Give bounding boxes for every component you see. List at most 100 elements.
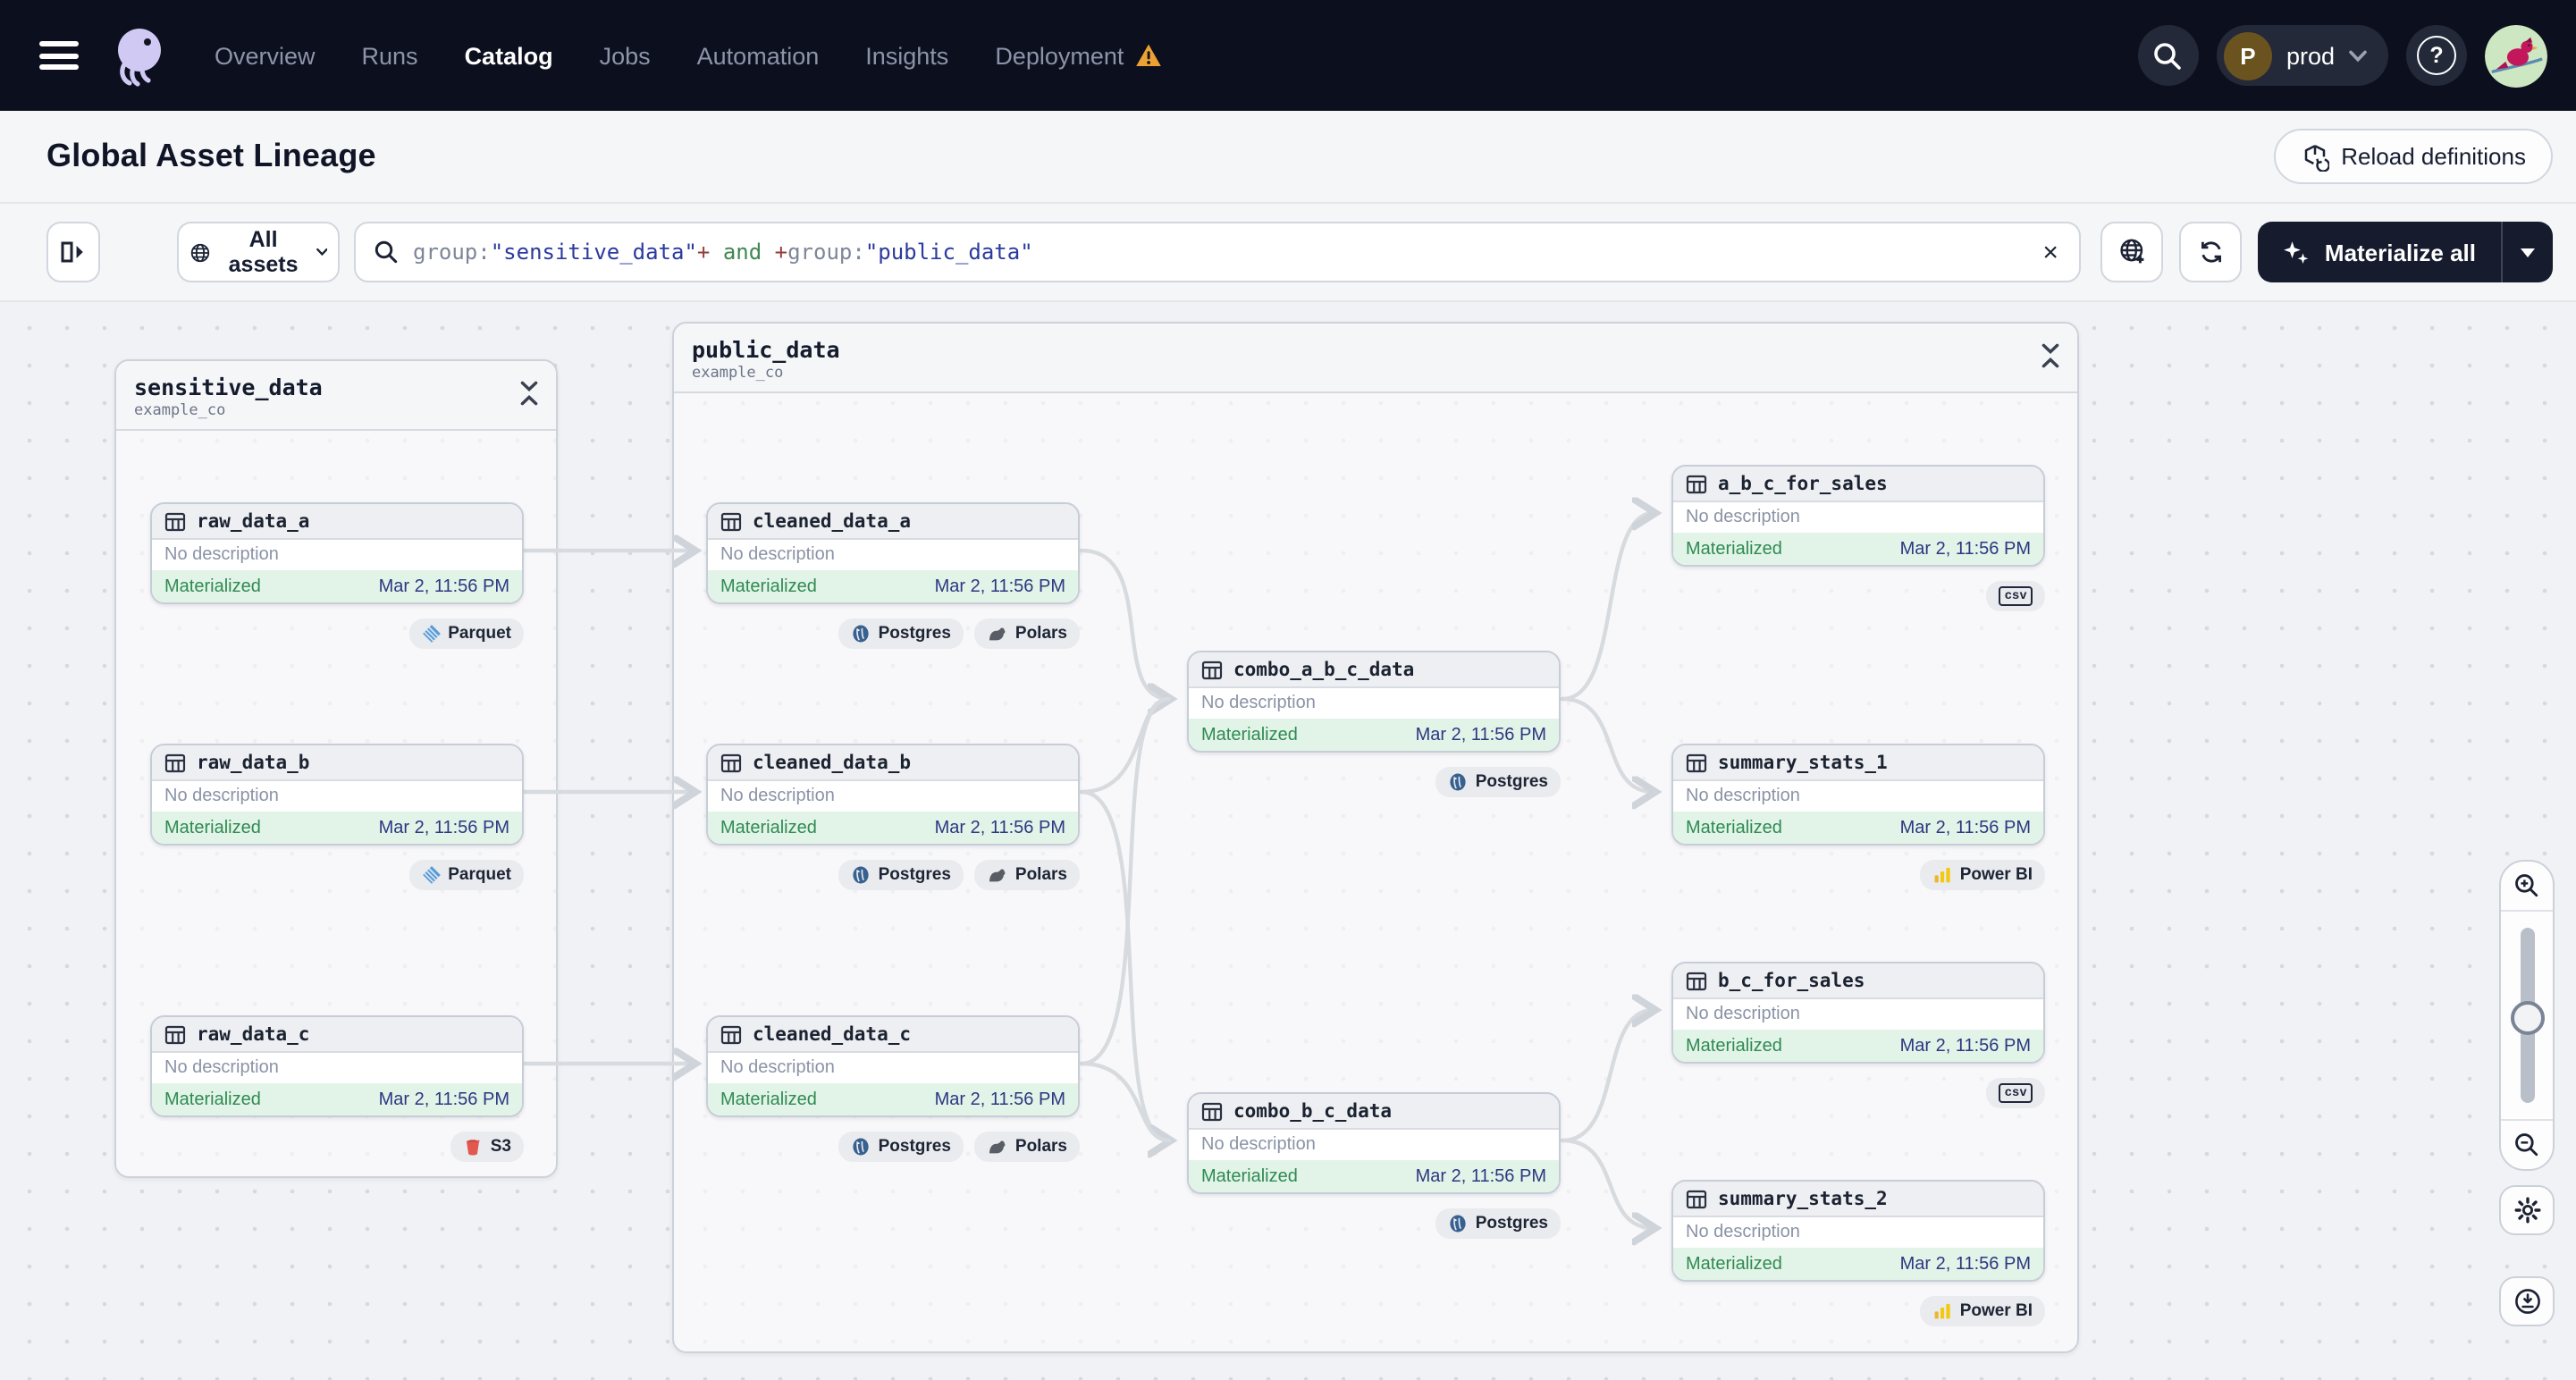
asset-node[interactable]: cleaned_data_c No description Materializ… xyxy=(706,1015,1080,1162)
tag-s3[interactable]: S3 xyxy=(450,1132,524,1162)
asset-node-card[interactable]: summary_stats_2 No description Materiali… xyxy=(1671,1180,2045,1282)
clear-filter-icon[interactable]: × xyxy=(2042,237,2058,267)
tag-parquet[interactable]: Parquet xyxy=(408,618,524,649)
tag-powerbi[interactable]: Power BI xyxy=(1920,860,2045,890)
tag-polars[interactable]: Polars xyxy=(973,618,1080,649)
asset-node[interactable]: cleaned_data_a No description Materializ… xyxy=(706,502,1080,649)
download-icon[interactable] xyxy=(2499,1276,2555,1326)
deployment-switcher[interactable]: P prod xyxy=(2216,25,2388,86)
asset-tags: Postgres Polars xyxy=(706,1132,1080,1162)
asset-node-card[interactable]: combo_a_b_c_data No description Material… xyxy=(1187,651,1561,753)
asset-node-card[interactable]: cleaned_data_a No description Materializ… xyxy=(706,502,1080,604)
tag-label: Postgres xyxy=(1475,772,1548,792)
chevron-down-icon xyxy=(2349,49,2367,62)
tag-polars[interactable]: Polars xyxy=(973,860,1080,890)
postgres-icon xyxy=(852,624,871,644)
table-icon xyxy=(720,752,742,773)
nav-automation[interactable]: Automation xyxy=(697,42,820,69)
nav-jobs[interactable]: Jobs xyxy=(600,42,651,69)
asset-node[interactable]: cleaned_data_b No description Materializ… xyxy=(706,744,1080,890)
asset-node-card[interactable]: cleaned_data_b No description Materializ… xyxy=(706,744,1080,846)
asset-name: cleaned_data_b xyxy=(753,752,912,773)
refresh-icon[interactable] xyxy=(2179,222,2243,282)
globe-add-icon[interactable] xyxy=(2100,222,2164,282)
asset-node[interactable]: raw_data_a No description Materialized M… xyxy=(150,502,524,649)
nav-runs[interactable]: Runs xyxy=(362,42,418,69)
open-panel-icon[interactable] xyxy=(46,222,100,282)
asset-node-card[interactable]: cleaned_data_c No description Materializ… xyxy=(706,1015,1080,1117)
materialized-timestamp: Mar 2, 11:56 PM xyxy=(934,576,1065,596)
collapse-group-icon[interactable] xyxy=(2041,343,2059,377)
asset-scope-dropdown[interactable]: All assets xyxy=(177,222,340,282)
asset-status-row: Materialized Mar 2, 11:56 PM xyxy=(708,570,1078,602)
asset-node-card[interactable]: summary_stats_1 No description Materiali… xyxy=(1671,744,2045,846)
materialized-timestamp: Mar 2, 11:56 PM xyxy=(1899,1036,2031,1056)
asset-node-header: combo_a_b_c_data xyxy=(1189,652,1559,688)
zoom-in-icon[interactable] xyxy=(2501,862,2553,910)
asset-node[interactable]: raw_data_c No description Materialized M… xyxy=(150,1015,524,1162)
filter-query[interactable]: group:"sensitive_data"+ and +group:"publ… xyxy=(413,240,2025,265)
query-segment: and xyxy=(710,240,775,265)
asset-node[interactable]: a_b_c_for_sales No description Materiali… xyxy=(1671,465,2045,611)
tag-label: Power BI xyxy=(1959,1301,2033,1321)
warning-icon xyxy=(1135,44,1161,66)
tag-postgres[interactable]: Postgres xyxy=(838,1132,964,1162)
nav-label: Automation xyxy=(696,42,820,69)
asset-node-header: raw_data_b xyxy=(152,745,522,781)
group-header: public_data example_co xyxy=(674,324,2077,393)
asset-node-card[interactable]: raw_data_b No description Materialized M… xyxy=(150,744,524,846)
asset-node-card[interactable]: raw_data_c No description Materialized M… xyxy=(150,1015,524,1117)
tag-label: Polars xyxy=(1014,1137,1067,1157)
nav-overview[interactable]: Overview xyxy=(215,42,316,69)
reload-definitions-button[interactable]: Reload definitions xyxy=(2273,129,2553,184)
asset-description: No description xyxy=(708,781,1078,812)
asset-node[interactable]: raw_data_b No description Materialized M… xyxy=(150,744,524,890)
asset-node[interactable]: combo_a_b_c_data No description Material… xyxy=(1187,651,1561,797)
tag-parquet[interactable]: Parquet xyxy=(408,860,524,890)
tag-polars[interactable]: Polars xyxy=(973,1132,1080,1162)
asset-filter-input[interactable]: group:"sensitive_data"+ and +group:"publ… xyxy=(354,222,2082,282)
dagster-logo[interactable] xyxy=(107,23,172,88)
asset-node[interactable]: summary_stats_2 No description Materiali… xyxy=(1671,1180,2045,1326)
lineage-canvas[interactable]: sensitive_data example_co public_data ex… xyxy=(0,302,2576,1380)
asset-node-card[interactable]: combo_b_c_data No description Materializ… xyxy=(1187,1092,1561,1194)
asset-node-card[interactable]: raw_data_a No description Materialized M… xyxy=(150,502,524,604)
nav-catalog[interactable]: Catalog xyxy=(465,42,553,69)
asset-description: No description xyxy=(1189,688,1559,719)
asset-node-card[interactable]: a_b_c_for_sales No description Materiali… xyxy=(1671,465,2045,567)
tag-postgres[interactable]: Postgres xyxy=(1435,1208,1561,1239)
collapse-group-icon[interactable] xyxy=(520,381,538,415)
materialized-status: Materialized xyxy=(164,1090,261,1109)
tag-postgres[interactable]: Postgres xyxy=(838,860,964,890)
asset-node[interactable]: summary_stats_1 No description Materiali… xyxy=(1671,744,2045,890)
asset-node[interactable]: combo_b_c_data No description Materializ… xyxy=(1187,1092,1561,1239)
asset-node-card[interactable]: b_c_for_sales No description Materialize… xyxy=(1671,962,2045,1064)
chevron-down-icon xyxy=(316,248,327,257)
zoom-slider-handle[interactable] xyxy=(2510,1001,2544,1035)
asset-node-header: summary_stats_2 xyxy=(1673,1182,2043,1217)
postgres-icon xyxy=(1449,772,1469,792)
tag-csv[interactable]: csv xyxy=(1986,581,2045,611)
help-icon[interactable]: ? xyxy=(2406,25,2467,86)
materialize-options-dropdown[interactable] xyxy=(2501,222,2553,282)
csv-icon: csv xyxy=(1999,1083,2033,1103)
table-icon xyxy=(1686,1188,1707,1209)
materialize-all-button[interactable]: Materialize all xyxy=(2259,222,2501,282)
tag-postgres[interactable]: Postgres xyxy=(1435,767,1561,797)
nav-deployment[interactable]: Deployment xyxy=(995,42,1161,69)
asset-node-header: raw_data_c xyxy=(152,1017,522,1053)
settings-icon[interactable] xyxy=(2499,1185,2555,1235)
query-segment: + xyxy=(696,240,711,265)
zoom-out-icon[interactable] xyxy=(2501,1121,2553,1169)
nav-insights[interactable]: Insights xyxy=(865,42,948,69)
menu-icon[interactable] xyxy=(39,41,79,70)
asset-node[interactable]: b_c_for_sales No description Materialize… xyxy=(1671,962,2045,1108)
tag-postgres[interactable]: Postgres xyxy=(838,618,964,649)
avatar[interactable] xyxy=(2485,24,2547,87)
tag-csv[interactable]: csv xyxy=(1986,1078,2045,1108)
top-nav: Overview Runs Catalog Jobs Automation In… xyxy=(0,0,2576,111)
search-icon[interactable] xyxy=(2137,25,2199,86)
tag-powerbi[interactable]: Power BI xyxy=(1920,1296,2045,1326)
zoom-slider[interactable] xyxy=(2501,910,2553,1121)
